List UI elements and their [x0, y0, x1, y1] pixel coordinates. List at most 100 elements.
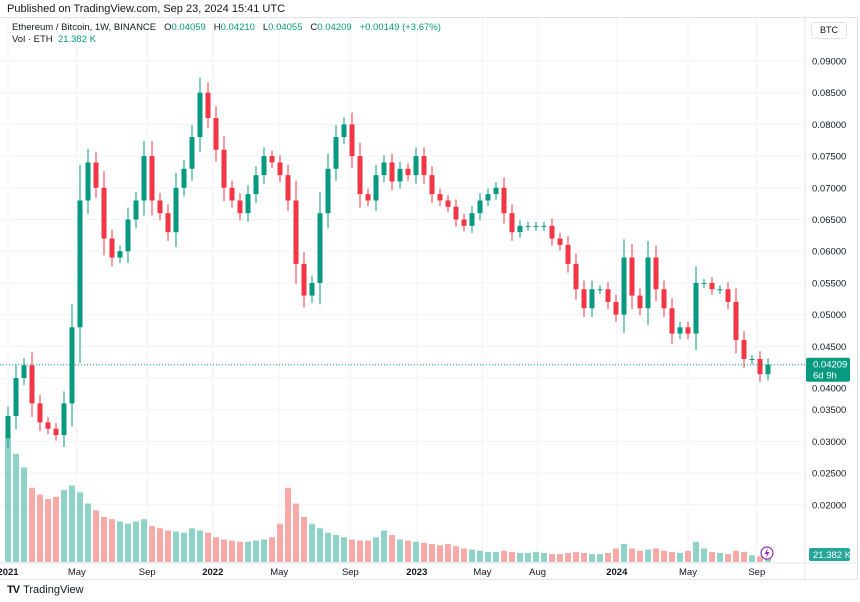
volume-bar	[101, 517, 107, 562]
candle	[717, 289, 723, 291]
volume-bar	[517, 553, 523, 562]
volume-bar	[461, 548, 467, 562]
volume-bar	[317, 528, 323, 562]
volume-bar	[669, 551, 675, 562]
candle	[541, 225, 547, 227]
candle	[365, 194, 371, 201]
candle	[437, 194, 443, 201]
volume-bar	[245, 541, 251, 562]
candle	[341, 124, 347, 138]
volume-bar	[421, 542, 427, 562]
x-tick-label: May	[679, 567, 697, 578]
candle	[141, 156, 147, 201]
candle	[381, 162, 387, 176]
y-tick-label: 0.08000	[812, 120, 846, 131]
candle	[213, 118, 219, 150]
volume-bar	[413, 541, 419, 562]
candle	[117, 251, 123, 258]
x-tick-label: 2023	[406, 567, 427, 578]
low-label: L	[262, 22, 269, 33]
candle	[109, 238, 115, 258]
open-value: 0.04059	[171, 22, 206, 33]
volume-bar	[645, 549, 651, 562]
y-tick-label: 0.04500	[812, 342, 846, 353]
candle	[597, 289, 603, 291]
candle	[733, 301, 739, 340]
volume-bar	[765, 557, 771, 562]
y-tick-label: 0.04000	[812, 384, 846, 395]
volume-bar	[389, 535, 395, 562]
lightning-bolt-icon	[764, 548, 770, 558]
candle	[701, 282, 707, 284]
y-tick-label: 0.07500	[812, 152, 846, 163]
volume-bar	[373, 537, 379, 562]
volume-bar	[277, 523, 283, 562]
candle	[525, 225, 531, 227]
volume-bar	[477, 550, 483, 562]
volume-bar	[13, 454, 19, 562]
candle	[725, 289, 731, 302]
candle	[621, 257, 627, 315]
candle	[93, 162, 99, 188]
volume-bar	[77, 492, 83, 562]
candle	[85, 162, 91, 201]
candle	[517, 225, 523, 233]
volume-bar	[565, 553, 571, 562]
candle	[581, 289, 587, 309]
candle	[589, 289, 595, 309]
candle	[469, 213, 475, 226]
candle	[549, 225, 555, 239]
candle	[749, 358, 755, 360]
candle	[477, 200, 483, 214]
open-label: O	[164, 22, 172, 33]
currency-button[interactable]: BTC	[811, 22, 847, 39]
volume-bar	[621, 544, 627, 562]
volume-bar	[613, 548, 619, 562]
candle	[285, 175, 291, 201]
candle	[53, 428, 59, 436]
candle	[69, 327, 75, 404]
volume-bar	[205, 532, 211, 562]
candle	[629, 257, 635, 296]
volume-bar	[341, 537, 347, 562]
candle	[269, 156, 275, 163]
volume-bar	[469, 549, 475, 562]
candle	[493, 187, 499, 195]
volume-bar	[429, 544, 435, 562]
candle	[389, 162, 395, 182]
candle	[61, 403, 67, 436]
volume-bar	[445, 544, 451, 562]
volume-bar	[709, 551, 715, 562]
candle	[261, 156, 267, 176]
volume-bar	[525, 553, 531, 562]
candle	[637, 295, 643, 309]
volume-bar	[109, 519, 115, 562]
y-tick-label: 0.02000	[812, 500, 846, 511]
y-tick-label: 0.03500	[812, 405, 846, 416]
volume-bar	[309, 523, 315, 562]
volume-bar	[397, 539, 403, 562]
countdown-label: 6d 9h	[813, 371, 837, 382]
volume-bar	[701, 548, 707, 562]
candle	[501, 187, 507, 214]
candle	[605, 289, 611, 302]
close-value: 0.04209	[317, 22, 352, 33]
volume-bar	[269, 537, 275, 562]
candle	[757, 358, 763, 375]
candle	[253, 175, 259, 195]
volume-bar	[549, 554, 555, 562]
symbol-title[interactable]: Ethereum / Bitcoin, 1W, BINANCE	[12, 22, 157, 33]
candle	[77, 200, 83, 328]
volume-bar	[597, 554, 603, 562]
volume-bar	[637, 550, 643, 562]
volume-bar	[509, 551, 515, 562]
candle	[245, 194, 251, 214]
volume-bar	[293, 503, 299, 562]
current-price-badge	[806, 357, 850, 382]
volume-bar	[5, 436, 11, 562]
volume-bar	[189, 528, 195, 562]
candle	[461, 219, 467, 226]
volume-bar	[29, 487, 35, 562]
volume-bar	[261, 539, 267, 562]
